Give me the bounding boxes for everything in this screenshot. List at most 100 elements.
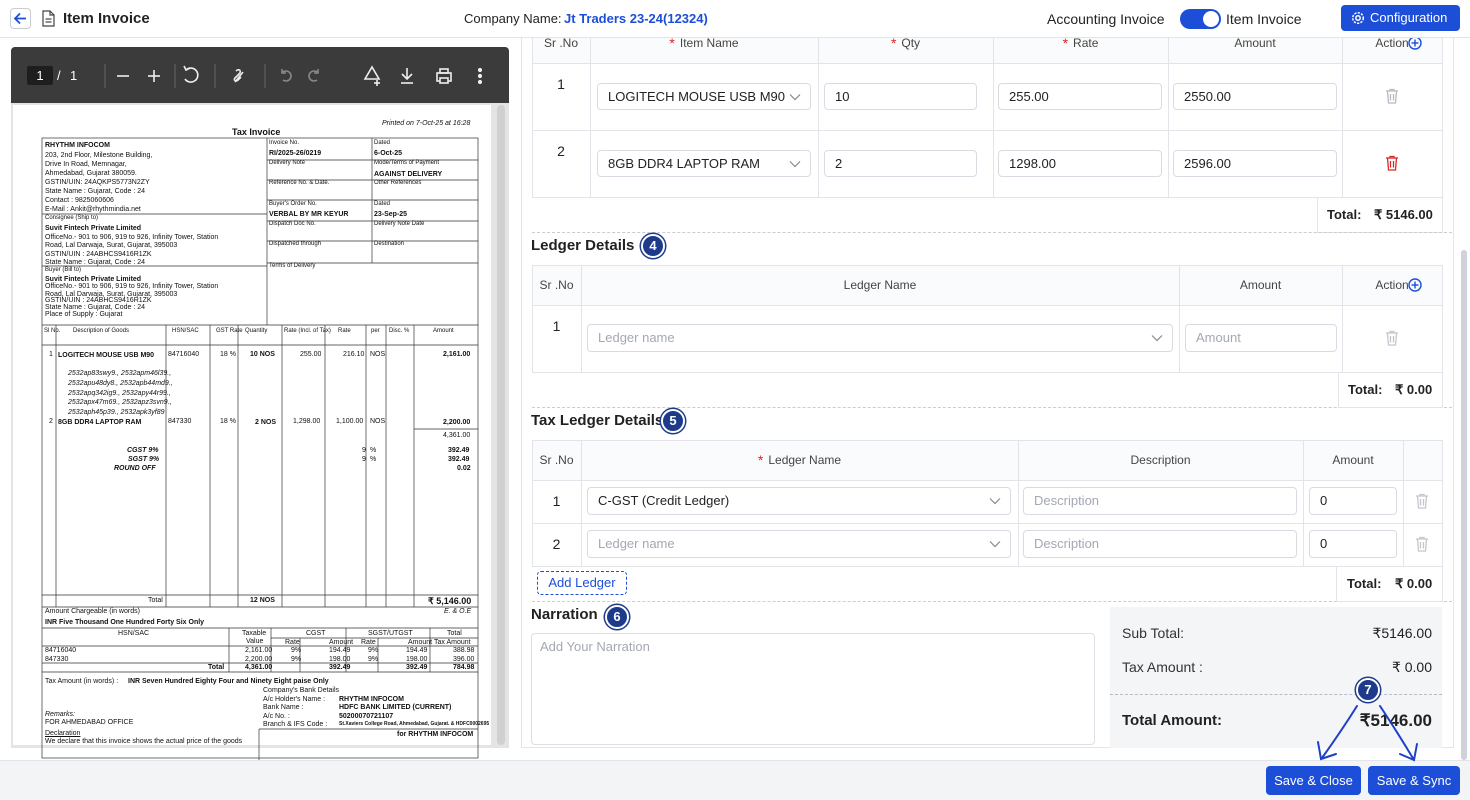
section-divider: [532, 601, 1452, 602]
invoice-text: 4,361.00: [443, 431, 471, 439]
text-input[interactable]: [998, 83, 1162, 110]
invoice-text: Amount: [433, 327, 454, 334]
tax-value: ₹ 0.00: [1391, 659, 1432, 675]
table-cell: [1342, 130, 1443, 198]
step-badge: 4: [641, 234, 665, 258]
invoice-text: 194.49: [329, 646, 351, 654]
invoice-text: Mode/Terms of Payment: [374, 159, 440, 166]
table-cell: [532, 305, 582, 373]
input-value: 1298.00: [1009, 155, 1056, 171]
header-text: Amount: [1332, 453, 1374, 467]
dropdown-chevron: [1151, 335, 1163, 342]
save-close-label[interactable]: Save & Close: [1274, 772, 1353, 788]
text-input[interactable]: [998, 150, 1162, 177]
invoice-text: 18 %: [220, 350, 236, 358]
invoice-text: Branch & IFS Code :: [263, 720, 328, 728]
toggle-knob: [1203, 11, 1219, 27]
select-input[interactable]: [597, 150, 811, 177]
section-title: Tax Ledger Details: [531, 412, 664, 429]
narration-input[interactable]: [531, 633, 1095, 745]
column-header: Action: [1342, 33, 1442, 53]
text-input[interactable]: [1185, 324, 1337, 352]
invoice-text: Dispatched through: [269, 240, 322, 247]
configuration-label[interactable]: Configuration: [1370, 10, 1448, 25]
summary-divider: [1110, 694, 1442, 695]
section-title: Ledger Details: [531, 237, 635, 254]
invoice-text: Consignee (Ship to): [45, 214, 99, 221]
column-header: Sr .No: [532, 33, 590, 53]
invoice-text: 784.98: [453, 663, 475, 671]
delete-icon[interactable]: [1385, 88, 1399, 104]
delete-icon[interactable]: [1415, 536, 1429, 552]
column-header: Description: [1018, 450, 1303, 470]
invoice-text: 9%: [291, 646, 302, 654]
page-box: [27, 66, 53, 85]
table-cell: [1179, 265, 1343, 306]
invoice-text: NOS: [370, 417, 386, 425]
header-text: Action: [1375, 36, 1409, 50]
select-input[interactable]: [587, 487, 1011, 515]
input-value: LOGITECH MOUSE USB M90: [608, 88, 785, 104]
tax-label: Tax Amount :: [1122, 659, 1203, 675]
document-icon: [42, 10, 55, 27]
column-header: Amount: [1303, 450, 1403, 470]
table-cell: [532, 523, 582, 567]
step-number: 6: [613, 609, 621, 624]
invoice-text: Buyer (Bill to): [45, 266, 82, 273]
select-input[interactable]: [587, 530, 1011, 558]
invoice-text: Drive In Road, Memnagar,: [45, 160, 127, 168]
dropdown-chevron: [989, 498, 1001, 505]
invoice-text: 1,100.00: [336, 417, 364, 425]
header-text: Rate: [1073, 36, 1099, 50]
save-close-button[interactable]: [1266, 766, 1361, 795]
select-input[interactable]: [597, 83, 811, 110]
company-name: Jt Traders 23-24(12324): [564, 10, 708, 26]
text-input[interactable]: [1309, 487, 1397, 515]
header-text: Sr .No: [539, 278, 574, 292]
invoice-text: 9%: [291, 655, 302, 663]
invoice-text: RHYTHM INFOCOM: [45, 141, 110, 149]
save-sync-button[interactable]: [1368, 766, 1460, 795]
invoice-text: SGST 9%: [128, 455, 160, 463]
text-input[interactable]: [824, 83, 977, 110]
invoice-text: 84716040: [168, 350, 200, 358]
text-input[interactable]: [1023, 530, 1297, 558]
back-button[interactable]: [10, 8, 31, 29]
invoice-text: Delivery Note Date: [374, 220, 425, 227]
text-input[interactable]: [1173, 83, 1337, 110]
step-badge: 7: [1356, 678, 1380, 702]
delete-icon[interactable]: [1415, 493, 1429, 509]
text-input[interactable]: [1173, 150, 1337, 177]
row-number: 1: [552, 493, 561, 509]
invoice-text: Dated: [374, 139, 391, 146]
column-header: Ledger Name: [581, 275, 1179, 295]
add-row-icon[interactable]: [1408, 36, 1422, 50]
invoice-text: AGAINST DELIVERY: [374, 170, 443, 178]
toolbar-icons[interactable]: [100, 62, 500, 90]
invoice-text: Quantity: [245, 327, 268, 334]
placeholder: Ledger name: [598, 536, 675, 551]
header-text: Ledger Name: [768, 453, 842, 467]
delete-icon[interactable]: [1385, 330, 1399, 346]
footer-bar: [0, 760, 1470, 800]
add-ledger-button[interactable]: [537, 571, 627, 595]
total-value: ₹ 0.00: [1395, 381, 1433, 397]
delete-icon[interactable]: [1385, 155, 1399, 171]
invoice-text: E-Mail : Ankit@rhythmindia.net: [45, 205, 141, 213]
add-row-icon[interactable]: [1408, 278, 1422, 292]
text-input[interactable]: [1309, 530, 1397, 558]
step-number: 4: [649, 238, 657, 253]
total-value: ₹ 5146.00: [1374, 206, 1433, 222]
invoice-text: Invoice No.: [269, 139, 300, 146]
save-sync-label[interactable]: Save & Sync: [1376, 772, 1452, 788]
invoice-text: Disc. %: [389, 327, 410, 334]
invoice-text: 12 NOS: [250, 596, 275, 604]
text-input[interactable]: [824, 150, 977, 177]
text-input[interactable]: [1023, 487, 1297, 515]
select-input[interactable]: [587, 324, 1173, 352]
column-header: Amount: [1168, 33, 1342, 53]
add-ledger-label[interactable]: Add Ledger: [548, 575, 616, 590]
column-header: * Rate: [993, 33, 1168, 53]
total-value: ₹ 0.00: [1395, 575, 1433, 591]
invoice-text: Delivery Note: [269, 159, 306, 166]
